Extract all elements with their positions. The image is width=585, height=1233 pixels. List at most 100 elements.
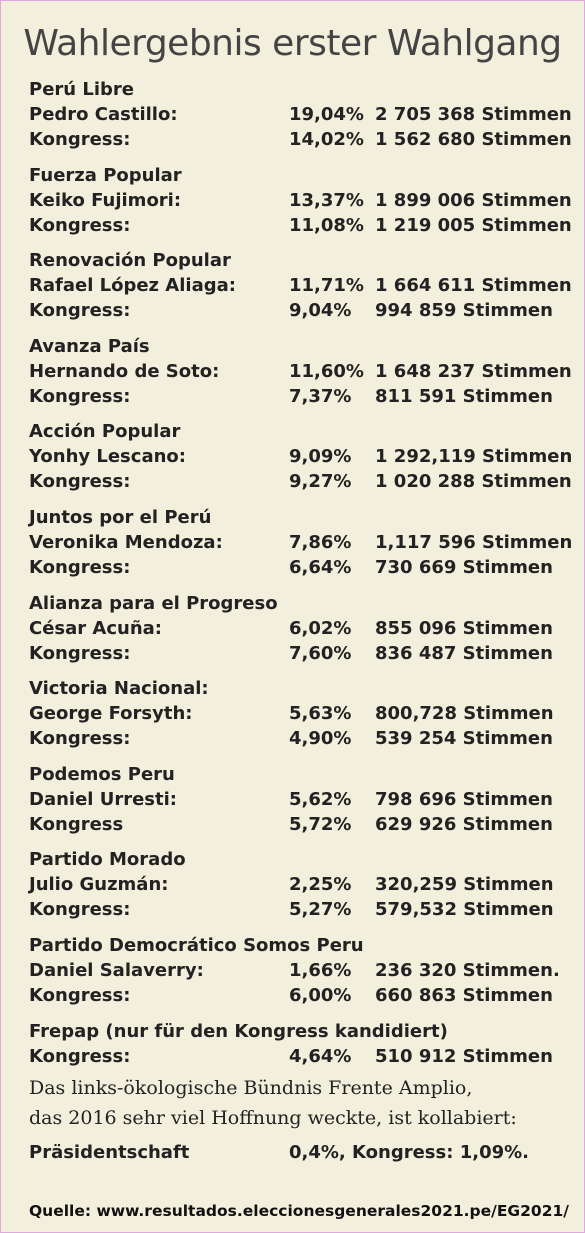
party-block: Podemos Peru Daniel Urresti: 5,62% 798 696 … bbox=[29, 764, 569, 839]
result-row: Kongress: 5,27% 579,532 Stimmen bbox=[29, 899, 569, 924]
row-percent: 9,09% bbox=[289, 446, 352, 468]
party-name: Victoria Nacional: bbox=[29, 678, 209, 700]
row-votes: 660 863 Stimmen bbox=[375, 984, 553, 1006]
row-label: Pedro Castillo: bbox=[29, 104, 178, 125]
row-percent: 11,71% bbox=[289, 275, 364, 297]
result-row: Hernando de Soto: 11,60% 1 648 237 Stimmen bbox=[29, 360, 572, 386]
row-votes: 510 912 Stimmen bbox=[375, 1045, 553, 1067]
row-label: Kongress: bbox=[29, 728, 131, 750]
party-block: Acción Popular Yonhy Lescano: 9,09% 1 292,1… bbox=[29, 421, 572, 496]
result-row: George Forsyth: 5,63% 800,728 Stimmen bbox=[29, 703, 569, 728]
party-name: Avanza País bbox=[29, 335, 150, 357]
party-block: Partido Democrático Somos Peru Daniel Sal… bbox=[29, 935, 569, 1010]
row-percent: 5,63% bbox=[289, 703, 352, 725]
row-label: Kongress: bbox=[29, 642, 131, 664]
row-label: Kongress bbox=[29, 813, 124, 835]
party-name: Acción Popular bbox=[29, 421, 181, 443]
party-name: Podemos Peru bbox=[29, 763, 175, 785]
row-votes: 836 487 Stimmen bbox=[375, 642, 553, 664]
row-votes: 994 859 Stimmen bbox=[375, 300, 553, 322]
row-label: Daniel Salaverry: bbox=[29, 959, 204, 981]
party-block: Victoria Nacional: George Forsyth: 5,63% 80… bbox=[29, 678, 569, 753]
row-votes: 800,728 Stimmen bbox=[375, 703, 554, 725]
row-percent: 19,04% bbox=[289, 104, 364, 125]
row-label: Kongress: bbox=[29, 214, 131, 236]
row-votes: 1 020 288 Stimmen bbox=[375, 471, 572, 493]
note-line-1: Das links-ökologische Bündnis Frente Amp… bbox=[29, 1077, 473, 1099]
row-percent: 4,90% bbox=[289, 728, 352, 750]
row-votes: 1 664 611 Stimmen bbox=[375, 275, 572, 297]
result-row: Rafael López Aliaga: 11,71% 1 664 611 Stim… bbox=[29, 275, 572, 300]
row-label: César Acuña: bbox=[29, 617, 162, 639]
result-row: Kongress: 4,90% 539 254 Stimmen bbox=[29, 728, 569, 753]
party-block: Perú Libre Pedro Castillo: 19,04% 2 705 368… bbox=[29, 79, 572, 154]
row-percent: 11,60% bbox=[289, 360, 364, 382]
row-label: Rafael López Aliaga: bbox=[29, 275, 236, 297]
page-title: Wahlergebnis erster Wahlgang bbox=[23, 23, 562, 64]
row-label: Kongress: bbox=[29, 129, 131, 150]
result-row: Yonhy Lescano: 9,09% 1 292,119 Stimmen bbox=[29, 446, 572, 471]
row-votes: 1 219 005 Stimmen bbox=[375, 214, 572, 236]
result-row: Julio Guzmán: 2,25% 320,259 Stimmen bbox=[29, 874, 569, 899]
row-votes: 236 320 Stimmen. bbox=[375, 959, 560, 981]
row-votes: 2 705 368 Stimmen bbox=[375, 104, 572, 125]
row-votes: 1 562 680 Stimmen bbox=[375, 129, 572, 150]
row-votes: 579,532 Stimmen bbox=[375, 899, 554, 921]
row-label: Daniel Urresti: bbox=[29, 788, 177, 810]
row-label: Kongress: bbox=[29, 1045, 131, 1067]
result-row: Daniel Urresti: 5,62% 798 696 Stimmen bbox=[29, 789, 569, 814]
praesidentschaft-value: 0,4%, Kongress: 1,09%. bbox=[289, 1142, 529, 1163]
row-percent: 7,37% bbox=[289, 385, 352, 407]
party-name: Renovación Popular bbox=[29, 250, 231, 272]
row-percent: 14,02% bbox=[289, 129, 364, 150]
party-block: Alianza para el Progreso César Acuña: 6,02… bbox=[29, 593, 569, 668]
result-row: Kongress: 9,04% 994 859 Stimmen bbox=[29, 300, 569, 325]
result-row: Kongress: 4,64% 510 912 Stimmen bbox=[29, 1046, 569, 1071]
party-name: Partido Democrático Somos Peru bbox=[29, 934, 364, 956]
results-list: Perú Libre Pedro Castillo: 19,04% 2 705 368… bbox=[29, 79, 573, 1081]
result-row: Kongress: 6,00% 660 863 Stimmen bbox=[29, 985, 569, 1010]
party-name: Frepap (nur für den Kongress kandidiert) bbox=[29, 1020, 448, 1042]
row-percent: 6,64% bbox=[289, 556, 352, 578]
result-row: Kongress: 7,37% 811 591 Stimmen bbox=[29, 386, 569, 411]
row-label: Kongress: bbox=[29, 984, 131, 1006]
result-row: Keiko Fujimori: 13,37% 1 899 006 Stimmen bbox=[29, 189, 572, 215]
source-line: Quelle: www.resultados.eleccionesgeneral… bbox=[29, 1202, 569, 1220]
row-percent: 2,25% bbox=[289, 874, 352, 896]
row-label: Yonhy Lescano: bbox=[29, 446, 186, 468]
row-votes: 730 669 Stimmen bbox=[375, 556, 553, 578]
result-row: Kongress: 9,27% 1 020 288 Stimmen bbox=[29, 471, 572, 496]
row-percent: 5,72% bbox=[289, 813, 352, 835]
row-percent: 9,27% bbox=[289, 471, 352, 493]
row-percent: 6,02% bbox=[289, 617, 352, 639]
party-block: Avanza País Hernando de Soto: 11,60% 1 648 … bbox=[29, 335, 572, 411]
row-percent: 1,66% bbox=[289, 959, 352, 981]
result-row: Daniel Salaverry: 1,66% 236 320 Stimmen. bbox=[29, 960, 569, 985]
row-percent: 7,60% bbox=[289, 642, 352, 664]
row-label: Veronika Mendoza: bbox=[29, 531, 223, 553]
praesidentschaft-row: Präsidentschaft 0,4%, Kongress: 1,09%. bbox=[29, 1142, 569, 1168]
result-row: Kongress: 7,60% 836 487 Stimmen bbox=[29, 643, 569, 668]
party-name: Alianza para el Progreso bbox=[29, 592, 278, 614]
row-label: Kongress: bbox=[29, 300, 131, 322]
row-votes: 539 254 Stimmen bbox=[375, 728, 553, 750]
row-percent: 11,08% bbox=[289, 214, 364, 236]
party-block: Frepap (nur für den Kongress kandidiert)… bbox=[29, 1021, 569, 1071]
row-votes: 798 696 Stimmen bbox=[375, 788, 553, 810]
row-votes: 1,117 596 Stimmen bbox=[375, 531, 573, 553]
party-name: Partido Morado bbox=[29, 849, 186, 871]
row-percent: 6,00% bbox=[289, 984, 352, 1006]
row-label: George Forsyth: bbox=[29, 703, 193, 725]
result-row: Veronika Mendoza: 7,86% 1,117 596 Stimmen bbox=[29, 531, 573, 557]
row-percent: 7,86% bbox=[289, 531, 352, 553]
row-label: Hernando de Soto: bbox=[29, 360, 220, 382]
row-label: Keiko Fujimori: bbox=[29, 189, 182, 211]
party-block: Renovación Popular Rafael López Aliaga: 11… bbox=[29, 250, 572, 325]
row-votes: 1 899 006 Stimmen bbox=[375, 189, 572, 211]
result-row: Kongress 5,72% 629 926 Stimmen bbox=[29, 814, 569, 839]
party-name: Fuerza Popular bbox=[29, 164, 182, 186]
row-label: Kongress: bbox=[29, 899, 131, 921]
result-row: Kongress: 14,02% 1 562 680 Stimmen bbox=[29, 129, 572, 154]
row-votes: 320,259 Stimmen bbox=[375, 874, 554, 896]
